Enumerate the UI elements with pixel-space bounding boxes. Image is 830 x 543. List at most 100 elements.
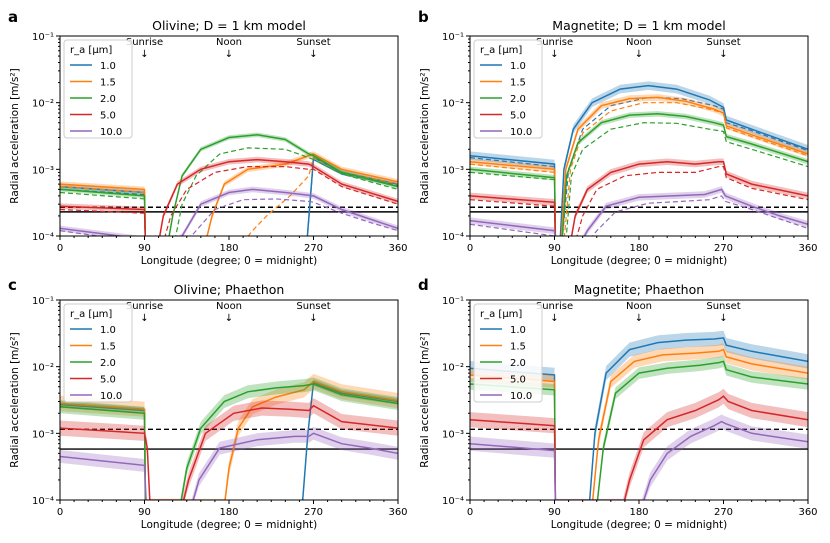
- x-tick-label: 180: [219, 243, 238, 254]
- x-tick-label: 360: [798, 243, 817, 254]
- x-axis-label: Longitude (degree; 0 = midnight): [141, 519, 317, 531]
- x-tick-label: 270: [304, 243, 323, 254]
- y-tick-label: 10⁻¹: [442, 296, 464, 307]
- series-dashed-2.0: [470, 122, 808, 236]
- x-tick-label: 180: [219, 507, 238, 518]
- x-tick-label: 360: [798, 507, 817, 518]
- y-tick-label: 10⁻⁴: [442, 496, 464, 507]
- series-line-10.0: [470, 420, 808, 500]
- x-tick-label: 0: [57, 507, 63, 518]
- y-axis-label: Radial acceleration [m/s²]: [419, 68, 431, 203]
- panel-letter: a: [8, 8, 18, 26]
- series-line-2.0: [470, 113, 808, 236]
- legend-label: 1.5: [510, 78, 526, 89]
- series-line-2.0: [470, 360, 808, 500]
- legend-label: 2.0: [100, 358, 116, 369]
- y-axis-label: Radial acceleration [m/s²]: [9, 68, 21, 203]
- y-tick-label: 10⁻¹: [32, 296, 54, 307]
- annotation-arrow: ↓: [309, 49, 317, 60]
- y-axis-label: Radial acceleration [m/s²]: [419, 332, 431, 467]
- series-line-2.0: [60, 383, 398, 500]
- series-line-1.5: [470, 348, 808, 500]
- legend-label: 5.0: [510, 375, 526, 386]
- annotation-label: Noon: [626, 301, 652, 312]
- annotation-label: Sunrise: [536, 301, 573, 312]
- annotation-arrow: ↓: [550, 49, 558, 60]
- x-tick-label: 180: [629, 243, 648, 254]
- legend-label: 10.0: [100, 127, 122, 138]
- legend-label: 1.5: [100, 78, 116, 89]
- panel-letter: c: [8, 276, 17, 294]
- series-dashed-1.5: [60, 156, 398, 236]
- band-1.5: [60, 373, 398, 500]
- annotation-arrow: ↓: [225, 313, 233, 324]
- panel-c: c 0 90 180 270 360 Longitude (degree; 0 = mid…: [8, 276, 408, 531]
- series-line-10.0: [60, 188, 398, 236]
- legend-label: 5.0: [100, 375, 116, 386]
- annotation-label: Sunrise: [126, 301, 163, 312]
- legend-label: 1.0: [100, 325, 116, 336]
- plot-area: [470, 81, 808, 236]
- panel-b: b 0 90 180 270 360 Longitude (degree; 0 = mid…: [418, 8, 818, 267]
- legend-title: r_a [μm]: [70, 45, 112, 56]
- y-tick-label: 10⁻¹: [442, 32, 464, 43]
- series-dashed-5.0: [60, 166, 398, 236]
- series-dashed-1.0: [470, 96, 808, 236]
- band-2.0: [470, 111, 808, 236]
- x-axis-label: Longitude (degree; 0 = midnight): [551, 519, 727, 531]
- x-tick-label: 0: [57, 243, 63, 254]
- annotation-arrow: ↓: [550, 313, 558, 324]
- band-1.5: [470, 94, 808, 236]
- chart-title: Olivine; D = 1 km model: [152, 18, 306, 33]
- y-tick-label: 10⁻⁴: [32, 496, 54, 507]
- legend-label: 10.0: [510, 127, 532, 138]
- chart-title: Magnetite; D = 1 km model: [552, 18, 725, 33]
- band-10.0: [60, 186, 398, 236]
- legend-label: 1.0: [510, 61, 526, 72]
- plot-area: [470, 330, 808, 500]
- legend: r_a [μm] 1.0 1.5 2.0 5.0 10.0: [473, 303, 543, 403]
- legend-label: 1.0: [100, 61, 116, 72]
- series-line-10.0: [60, 432, 398, 500]
- panel-letter: d: [418, 276, 429, 294]
- y-tick-label: 10⁻³: [442, 429, 464, 440]
- x-axis-label: Longitude (degree; 0 = midnight): [141, 255, 317, 267]
- legend: r_a [μm] 1.0 1.5 2.0 5.0 10.0: [63, 303, 133, 403]
- x-tick-label: 0: [467, 507, 473, 518]
- x-tick-label: 360: [388, 243, 407, 254]
- legend-title: r_a [μm]: [480, 45, 522, 56]
- legend-label: 1.5: [100, 342, 116, 353]
- plot-area: [60, 132, 398, 236]
- annotation-arrow: ↓: [140, 313, 148, 324]
- x-tick-label: 180: [629, 507, 648, 518]
- legend-label: 10.0: [510, 391, 532, 402]
- series-dashed-10.0: [60, 198, 398, 236]
- annotation-label: Noon: [216, 301, 242, 312]
- y-tick-label: 10⁻²: [442, 99, 464, 110]
- panel-letter: b: [418, 8, 429, 26]
- panel-a: a 0 90 180 270 360 Longitude (degree; 0 = mid…: [8, 8, 408, 267]
- annotation-arrow: ↓: [635, 49, 643, 60]
- annotation-arrow: ↓: [225, 49, 233, 60]
- legend-label: 1.0: [510, 325, 526, 336]
- series-line-2.0: [60, 134, 398, 236]
- x-tick-label: 90: [548, 243, 561, 254]
- series-line-5.0: [470, 395, 808, 500]
- series-line-1.0: [470, 337, 808, 500]
- band-10.0: [470, 186, 808, 236]
- x-tick-label: 90: [548, 507, 561, 518]
- x-tick-label: 270: [714, 243, 733, 254]
- band-1.0: [470, 330, 808, 500]
- legend: r_a [μm] 1.0 1.5 2.0 5.0 10.0: [63, 39, 133, 139]
- series-dashed-2.0: [60, 147, 398, 236]
- annotation-label: Sunset: [296, 37, 330, 48]
- annotation-arrow: ↓: [719, 49, 727, 60]
- y-tick-label: 10⁻²: [442, 363, 464, 374]
- x-tick-label: 90: [138, 507, 151, 518]
- legend: r_a [μm] 1.0 1.5 2.0 5.0 10.0: [473, 39, 543, 139]
- chart-title: Olivine; Phaethon: [174, 282, 285, 297]
- y-tick-label: 10⁻²: [32, 99, 54, 110]
- annotation-label: Noon: [216, 37, 242, 48]
- annotation-arrow: ↓: [309, 313, 317, 324]
